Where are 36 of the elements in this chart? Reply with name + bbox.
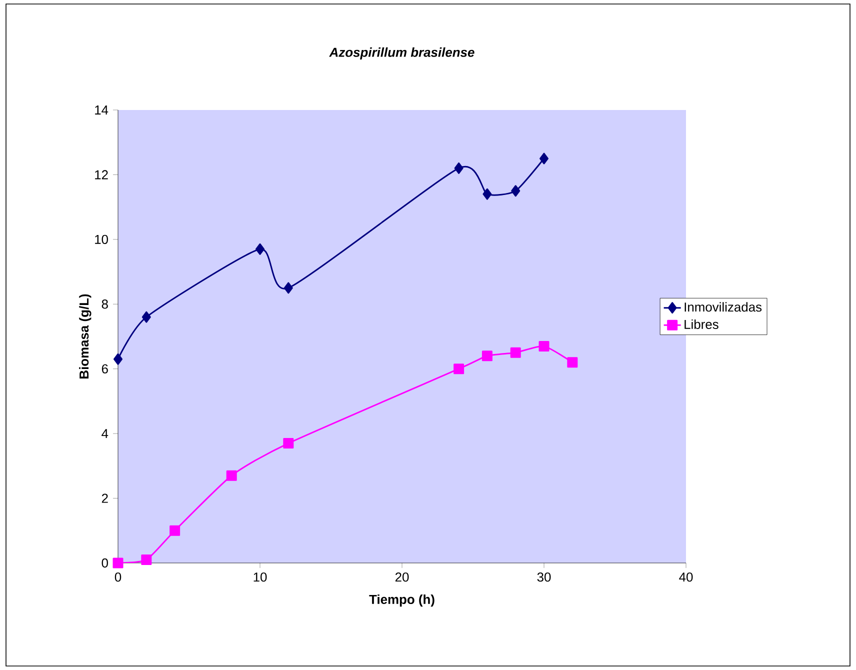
x-tick-label: 40	[679, 572, 693, 582]
y-tick-label: 6	[102, 364, 108, 374]
x-tick-label: 30	[537, 572, 551, 582]
point	[141, 554, 152, 565]
point	[283, 438, 294, 449]
point	[538, 340, 550, 352]
point	[540, 152, 549, 164]
point	[284, 282, 293, 294]
point	[226, 470, 237, 481]
legend-label: Inmovilizadas	[684, 302, 762, 312]
point	[114, 353, 123, 365]
y-tick-label: 12	[95, 170, 108, 180]
point	[567, 357, 578, 368]
x-tick-label: 0	[114, 572, 122, 582]
y-tick-label: 2	[102, 494, 108, 503]
point	[170, 525, 180, 536]
point	[256, 243, 265, 255]
point	[482, 350, 492, 362]
y-tick-label: 4	[102, 429, 108, 438]
x-axis-title: Tiempo (h)	[369, 594, 434, 607]
y-tick-label: 10	[95, 234, 108, 244]
x-tick-label: 20	[395, 572, 409, 582]
y-tick-label: 14	[95, 106, 108, 114]
point	[510, 347, 521, 358]
y-tick-label: 8	[102, 300, 108, 309]
point	[142, 311, 151, 323]
y-tick-label: 0	[102, 558, 108, 568]
point	[454, 162, 464, 174]
chart-title: Azospirillum brasilense	[329, 47, 474, 60]
point	[511, 185, 520, 197]
point	[454, 364, 464, 374]
legend-label: Libres	[684, 319, 718, 329]
point	[482, 188, 492, 200]
x-tick-label: 10	[254, 572, 267, 582]
point	[112, 558, 124, 568]
y-axis-title: Biomasa (g/L)	[79, 294, 92, 378]
